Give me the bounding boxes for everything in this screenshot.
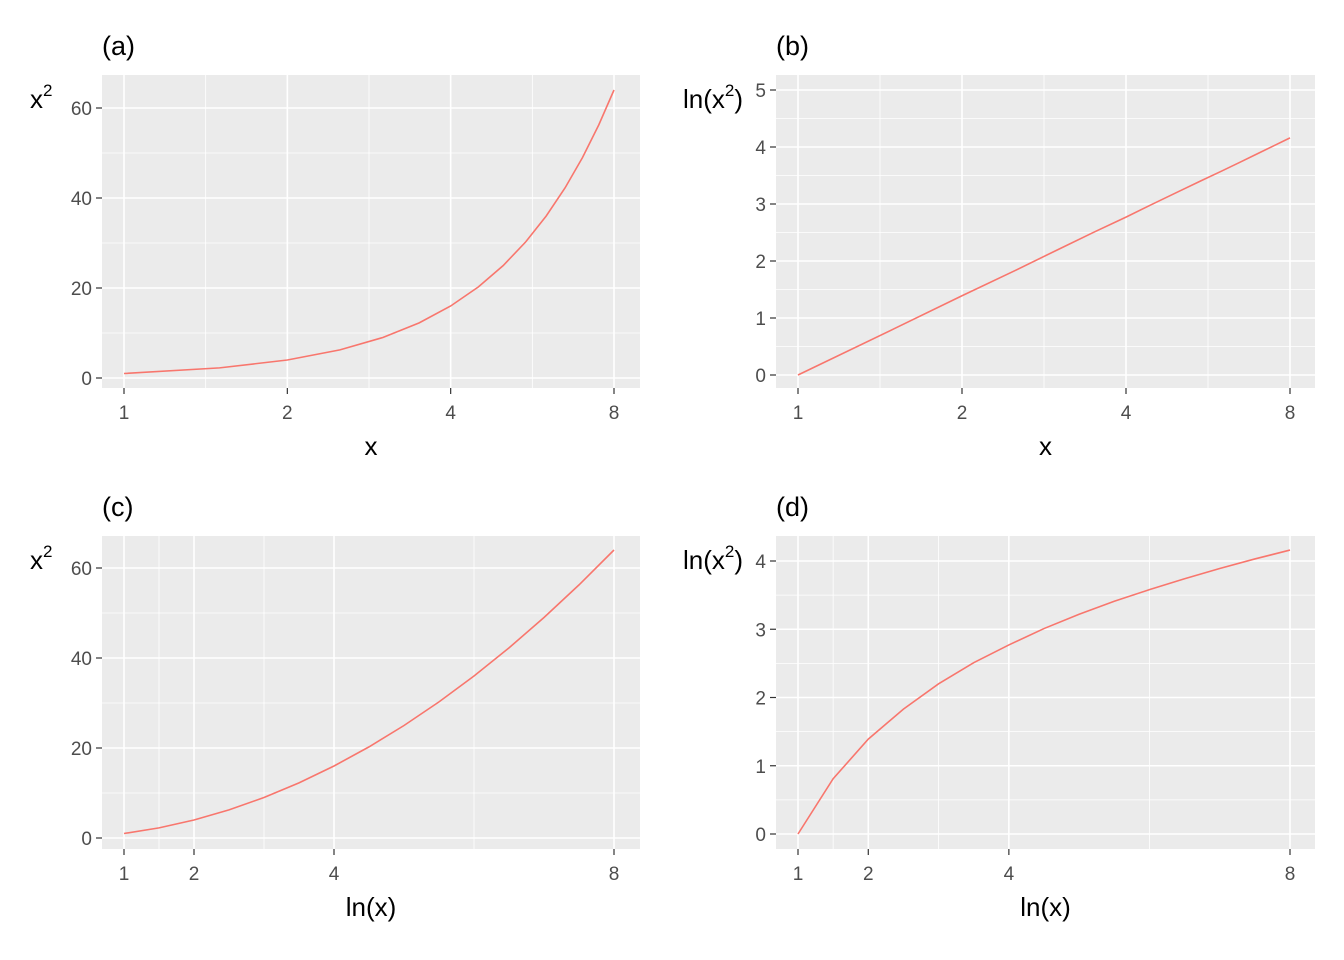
x-tick-label: 2 [189,864,200,885]
x-tick-label: 1 [793,403,804,424]
y-tick-label: 20 [71,279,92,300]
y-label-superscript: 2 [725,542,734,561]
y-tick-label: 4 [755,138,766,159]
y-label-base: x [712,545,725,575]
panel-tag: (d) [776,492,809,522]
y-label-suffix: ) [734,545,743,575]
plot-background [776,75,1315,388]
y-label-superscript: 2 [43,81,52,100]
y-tick-label: 20 [71,739,92,760]
y-tick-label: 1 [755,757,766,778]
x-tick-label: 4 [1121,403,1132,424]
plot-background [102,75,640,388]
y-tick-label: 5 [755,81,766,102]
x-axis-label: x [1039,431,1052,461]
y-tick-label: 4 [755,552,766,573]
y-axis-label: ln(x2) [683,542,743,575]
y-tick-label: 3 [755,620,766,641]
x-tick-label: 8 [1285,403,1296,424]
y-label-suffix: ) [734,84,743,114]
y-tick-label: 1 [755,309,766,330]
plot-background [102,536,640,849]
panel-tag: (a) [102,31,135,61]
x-tick-label: 4 [1004,864,1015,885]
y-axis-label: x2 [30,542,52,575]
y-label-base: x [30,84,43,114]
x-tick-label: 2 [863,864,874,885]
y-tick-label: 60 [71,99,92,120]
x-tick-label: 1 [793,864,804,885]
y-tick-label: 40 [71,649,92,670]
y-label-prefix: ln( [683,84,712,114]
y-tick-label: 0 [81,829,92,850]
y-tick-label: 2 [755,252,766,273]
y-tick-label: 0 [755,366,766,387]
x-tick-label: 1 [119,403,130,424]
y-tick-label: 0 [755,825,766,846]
series-line [797,549,1291,835]
y-axis-label: ln(x2) [683,81,743,114]
series-line [797,137,1291,376]
y-tick-label: 3 [755,195,766,216]
series-line [123,549,615,835]
series-line [123,89,615,375]
y-label-base: x [30,545,43,575]
x-tick-label: 8 [1285,864,1296,885]
panel-tag: (c) [102,492,133,522]
y-tick-label: 60 [71,559,92,580]
x-axis-label: ln(x) [346,892,397,922]
x-tick-label: 2 [282,403,293,424]
panel-tag: (b) [776,31,809,61]
x-tick-label: 4 [445,403,456,424]
y-axis-label: x2 [30,81,52,114]
y-label-superscript: 2 [43,542,52,561]
x-tick-label: 4 [329,864,340,885]
y-label-base: x [712,84,725,114]
x-tick-label: 8 [609,864,620,885]
y-label-prefix: ln( [683,545,712,575]
x-tick-label: 1 [119,864,130,885]
y-label-superscript: 2 [725,81,734,100]
y-tick-label: 2 [755,689,766,710]
x-tick-label: 8 [609,403,620,424]
x-axis-label: x [365,431,378,461]
x-axis-label: ln(x) [1020,892,1071,922]
y-tick-label: 40 [71,189,92,210]
y-tick-label: 0 [81,369,92,390]
x-tick-label: 2 [957,403,968,424]
plot-background [776,536,1315,849]
